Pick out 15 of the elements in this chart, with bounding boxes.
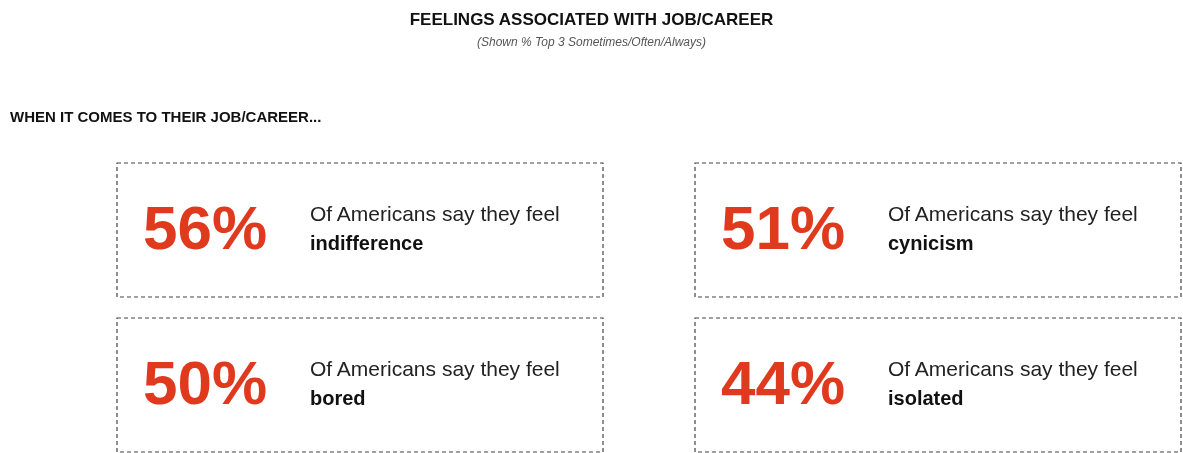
data-label: 50% bbox=[142, 348, 268, 417]
category-label: cynicism bbox=[888, 232, 974, 254]
category-label: indifference bbox=[310, 232, 424, 254]
data-label: 56% bbox=[142, 193, 268, 262]
text: Of Americans say they feel bbox=[310, 357, 560, 380]
text: Of Americans say they feel bbox=[310, 202, 560, 225]
data-label: 51% bbox=[720, 193, 846, 262]
text: Of Americans say they feel bbox=[888, 357, 1138, 380]
category-label: isolated bbox=[888, 387, 964, 409]
text: Of Americans say they feel bbox=[888, 202, 1138, 225]
text: WHEN IT COMES TO THEIR JOB/CAREER... bbox=[10, 108, 322, 125]
text: (Shown % Top 3 Sometimes/Often/Always) bbox=[477, 35, 706, 49]
text: FEELINGS ASSOCIATED WITH JOB/CAREER bbox=[409, 10, 774, 29]
data-label: 44% bbox=[720, 348, 846, 417]
category-label: bored bbox=[310, 387, 366, 409]
